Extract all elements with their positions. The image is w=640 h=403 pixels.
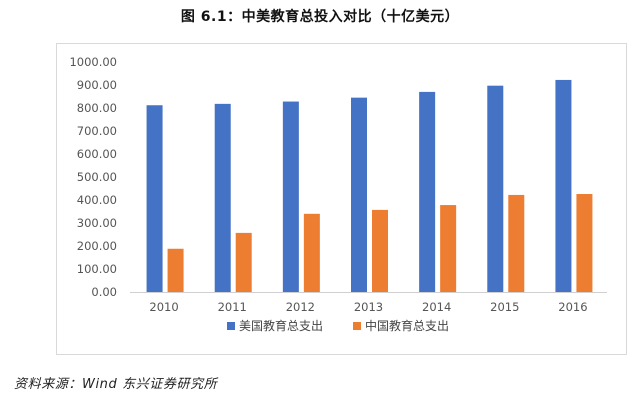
bar-china <box>576 194 593 292</box>
y-tick-label: 200.00 <box>77 239 117 253</box>
y-tick-label: 300.00 <box>77 216 117 230</box>
bar-china <box>508 194 525 292</box>
x-tick-label: 2016 <box>558 300 587 314</box>
y-tick-label: 900.00 <box>77 78 117 92</box>
legend-swatch-china <box>353 322 361 330</box>
bar-china <box>303 213 320 292</box>
bar-us <box>487 85 504 292</box>
bar-china <box>372 209 388 292</box>
bar-us <box>555 79 572 292</box>
bar-china <box>167 248 184 292</box>
y-tick-label: 100.00 <box>77 262 117 276</box>
bar-us <box>214 103 231 292</box>
bar-us <box>282 101 299 292</box>
x-tick-label: 2011 <box>218 300 247 314</box>
x-tick-label: 2014 <box>422 300 451 314</box>
y-tick-label: 500.00 <box>77 170 117 184</box>
legend-label-us: 美国教育总支出 <box>239 318 323 333</box>
bar-china <box>440 205 457 292</box>
x-tick-label: 2012 <box>286 300 315 314</box>
x-tick-label: 2015 <box>490 300 519 314</box>
legend-swatch-us <box>227 322 235 330</box>
y-tick-label: 800.00 <box>77 101 117 115</box>
x-tick-label: 2010 <box>149 300 178 314</box>
bar-china <box>235 232 252 292</box>
y-tick-label: 400.00 <box>77 193 117 207</box>
legend-label-china: 中国教育总支出 <box>365 318 449 333</box>
bar-us <box>419 91 436 293</box>
y-tick-label: 0.00 <box>91 285 117 299</box>
y-tick-label: 1000.00 <box>69 55 117 69</box>
y-tick-label: 600.00 <box>77 147 117 161</box>
bar-us <box>146 105 163 293</box>
chart-title: 图 6.1：中美教育总投入对比（十亿美元） <box>180 9 460 25</box>
y-tick-label: 700.00 <box>77 124 117 138</box>
source-note: 资料来源：Wind 东兴证券研究所 <box>14 377 218 392</box>
bar-us <box>351 97 367 293</box>
x-tick-label: 2013 <box>354 300 383 314</box>
